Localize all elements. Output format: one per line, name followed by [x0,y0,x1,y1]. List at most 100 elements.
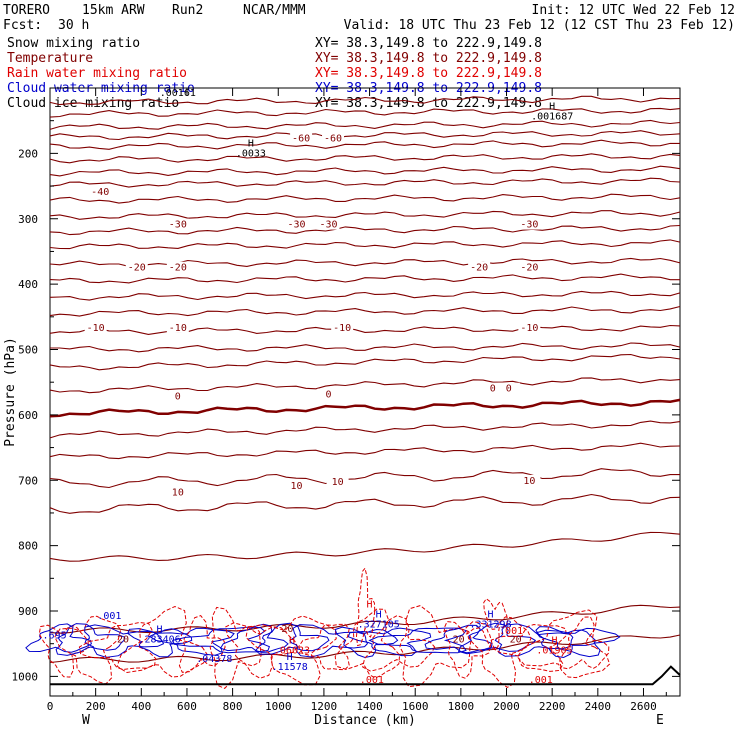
isotherm-line [49,239,681,250]
isotherm-label: 0 [175,392,181,403]
mixing-ratio-contour [362,615,436,672]
isotherm-line [49,257,681,268]
extremum-value: .11578 [272,662,308,673]
extremum-value: .695 [43,630,67,641]
extremum-mark: H [551,636,557,647]
isotherm-label: -30 [169,220,187,231]
isotherm-label: -60 [324,133,342,144]
isotherm-label: -20 [128,263,146,274]
isotherm-label-bg [497,382,520,394]
isotherm-line [49,305,681,317]
extremum-value: .001 [529,675,553,686]
mixing-ratio-contour [483,598,509,651]
isotherm-label: 10 [523,476,535,487]
header: TORERO 15km ARW Run2 NCAR/MMM Init: 12 U… [3,3,735,33]
isotherm-label-bg [285,218,308,230]
y-tick-label: 400 [18,278,38,291]
isotherm-line [49,290,681,301]
isotherm-line [49,210,681,220]
isotherm-line [49,604,681,634]
mixing-ratio-contour [78,621,157,671]
x-tick-label: 400 [131,700,151,713]
extremum-mark: H [549,101,555,112]
x-tick-label: 1200 [311,700,338,713]
extremum-value: .06023 [274,646,310,657]
y-tick-label: 700 [18,474,38,487]
isotherm-label-bg [166,390,189,402]
mixing-ratio-contour [399,605,472,688]
isotherm-line [50,342,681,353]
extremum-mark: H [488,609,494,620]
isotherm-label-bg [285,480,308,492]
isotherm-label: 0 [490,384,496,395]
x-tick-label: 200 [86,700,106,713]
isotherm-label: -40 [91,187,109,198]
y-tick-label: 500 [18,344,38,357]
mixing-ratio-contour [178,615,226,673]
isotherm-label: -30 [287,220,305,231]
isotherm-line [49,130,681,141]
isotherm-label: -20 [520,263,538,274]
isotherm-line [49,468,680,489]
mixing-ratio-contour [245,615,337,686]
isotherm-label-bg [518,474,541,486]
isotherm-label: 10 [290,481,302,492]
mixing-ratio-contour [297,623,350,671]
isotherm-label: -10 [87,323,105,334]
mixing-ratio-contour [38,624,89,678]
extremum-value: .001687 [531,111,573,122]
isotherm-line [49,153,681,164]
isotherm-line [49,95,681,106]
extremum-mark: H [248,139,254,150]
isotherm-line [49,353,681,371]
x-tick-label: 2000 [493,700,520,713]
resolution: 15km ARW [82,3,145,18]
extremum-mark: H [287,652,293,663]
extremum-value: .327105 [358,619,400,630]
mixing-ratio-contour [465,616,532,688]
x-tick-label: 1400 [356,700,383,713]
extremum-value: .001 [499,626,523,637]
isotherm-line [49,442,681,460]
mixing-ratio-contour [457,622,537,655]
init-time: Init: 12 UTC Wed 22 Feb 12 [532,3,736,18]
extremum-value: .04378 [196,654,232,665]
mixing-ratio-contour [355,567,376,647]
mixing-ratio-contour [489,623,568,672]
extremum-value: .331298 [469,619,511,630]
isotherm-line [49,119,681,130]
legend-temperature-name: Temperature [7,51,93,66]
axes: 0 200 400 600 800 1000 1200 1400 1600 1800 2000 220… [12,88,680,713]
isotherm-label: 0 [325,390,331,401]
x-tick-label: 1600 [402,700,429,713]
isotherm-line [49,324,681,335]
west-label: W [82,713,90,728]
legend-rain-name: Rain water mixing ratio [7,66,187,81]
y-tick-label: 300 [18,213,38,226]
legend-snow-name: Snow mixing ratio [7,36,140,51]
isotherm-line [49,634,681,664]
x-tick-label: 2200 [539,700,566,713]
isotherm-line [49,493,681,514]
isotherm-label: -10 [333,323,351,334]
plot-frame [49,87,681,697]
isotherm-line [49,139,680,150]
legend: Snow mixing ratio XY= 38.3,149.8 to 222.… [7,36,542,111]
x-axis-label: Distance (km) [314,713,416,728]
org-name: NCAR/MMM [243,3,306,18]
run-name: Run2 [172,3,203,18]
extremum-value: .283406 [138,634,180,645]
isotherm-label: -60 [292,133,310,144]
y-tick-label: 1000 [12,670,39,683]
isotherm-line [49,193,681,204]
mixing-ratio-contour [209,606,262,689]
legend-cloud-ice-xy: XY= 38.3,149.8 to 222.9,149.8 [315,96,542,111]
mixing-ratio-contour [443,621,491,679]
isotherm-label: -20 [470,263,488,274]
y-tick-label: 200 [18,147,38,160]
isotherm-label-bg [326,476,349,488]
y-tick-label: 800 [18,540,38,553]
extremum-value: .001 [360,675,384,686]
isotherm-label-bg [84,321,107,333]
legend-snow-xy: XY= 38.3,149.8 to 222.9,149.8 [315,36,542,51]
